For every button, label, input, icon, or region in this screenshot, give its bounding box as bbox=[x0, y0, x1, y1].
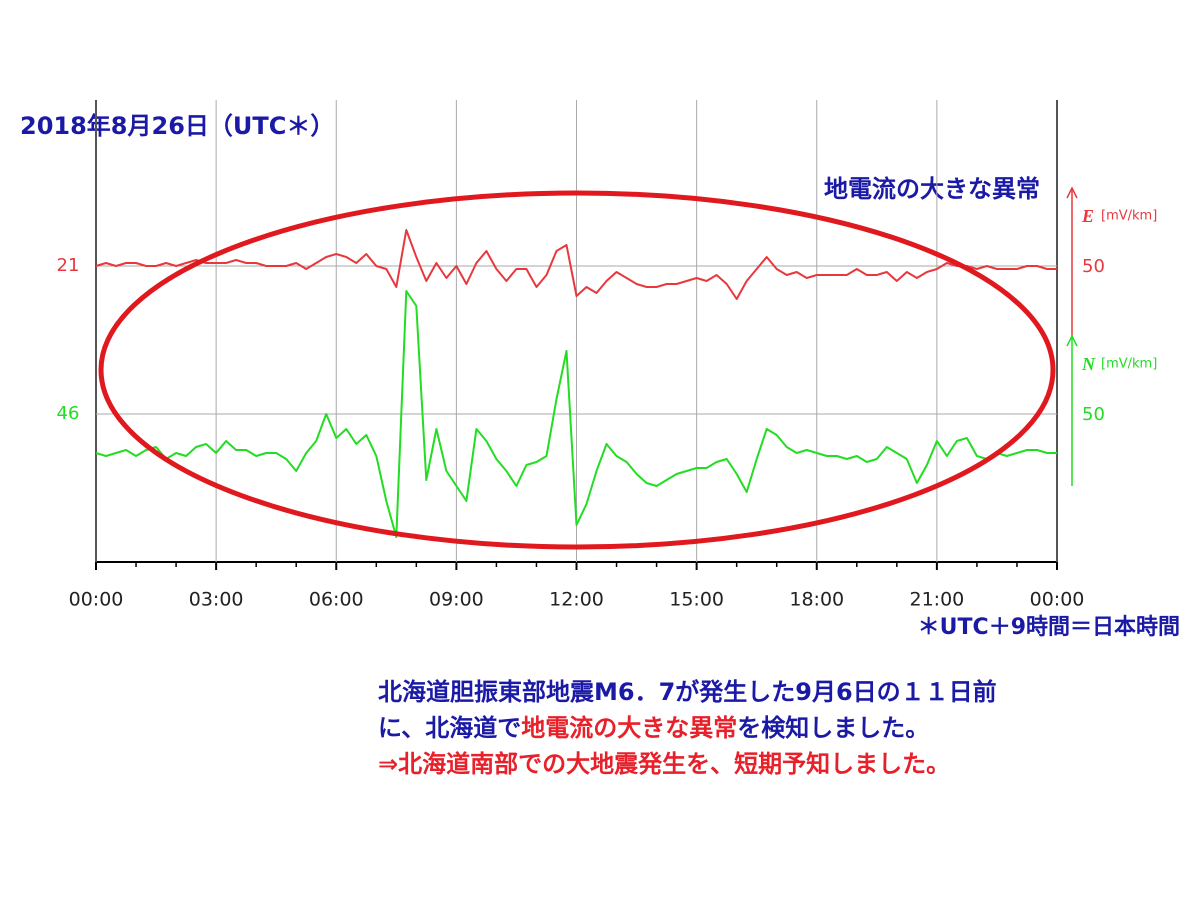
x-tick-label: 00:00 bbox=[1030, 589, 1085, 611]
series-label: 21 bbox=[57, 255, 80, 276]
body-line: ⇒北海道南部での大地震発生を、短期予知しました。 bbox=[378, 750, 950, 778]
body-line: 北海道胆振東部地震M6．7が発生した9月6日の１１日前 bbox=[378, 678, 997, 706]
body-segment: 地電流の大きな異常 bbox=[521, 714, 737, 742]
chart-title: 2018年8月26日（UTC＊） bbox=[20, 112, 334, 140]
trace bbox=[95, 229, 1057, 300]
body-segment: 北海道胆振東部地震M6．7が発生した9月6日の１１日前 bbox=[378, 678, 997, 706]
traces bbox=[95, 229, 1057, 538]
scale-label: 50 bbox=[1082, 404, 1105, 425]
x-tick-label: 12:00 bbox=[549, 589, 604, 611]
highlight-ellipse bbox=[98, 190, 1056, 550]
body-line: に、北海道で地電流の大きな異常を検知しました。 bbox=[378, 714, 929, 742]
component-name: E bbox=[1081, 206, 1094, 226]
body-text: 北海道胆振東部地震M6．7が発生した9月6日の１１日前に、北海道で地電流の大きな… bbox=[378, 678, 997, 778]
unit-label: [mV/km] bbox=[1101, 357, 1157, 372]
body-segment: に、北海道で bbox=[378, 714, 521, 742]
annotation: 地電流の大きな異常 bbox=[824, 175, 1040, 203]
x-tick-label: 15:00 bbox=[669, 589, 724, 611]
trace bbox=[95, 290, 1057, 538]
x-tick-label: 06:00 bbox=[309, 589, 364, 611]
component-name: N bbox=[1081, 354, 1096, 374]
x-tick-label: 18:00 bbox=[789, 589, 844, 611]
note: ＊UTC＋9時間＝日本時間 bbox=[918, 615, 1180, 640]
x-tick-label: 21:00 bbox=[909, 589, 964, 611]
scale-label: 50 bbox=[1082, 256, 1105, 277]
unit-label: [mV/km] bbox=[1101, 209, 1157, 224]
x-tick-label: 03:00 bbox=[189, 589, 244, 611]
series-label: 46 bbox=[57, 403, 80, 424]
x-tick-label: 09:00 bbox=[429, 589, 484, 611]
scale-arrow bbox=[1066, 186, 1078, 199]
body-segment: を検知しました。 bbox=[737, 714, 929, 742]
scale-arrow bbox=[1066, 334, 1078, 347]
body-segment: ⇒北海道南部での大地震発生を、短期予知しました。 bbox=[378, 750, 950, 778]
x-tick-label: 00:00 bbox=[69, 589, 124, 611]
